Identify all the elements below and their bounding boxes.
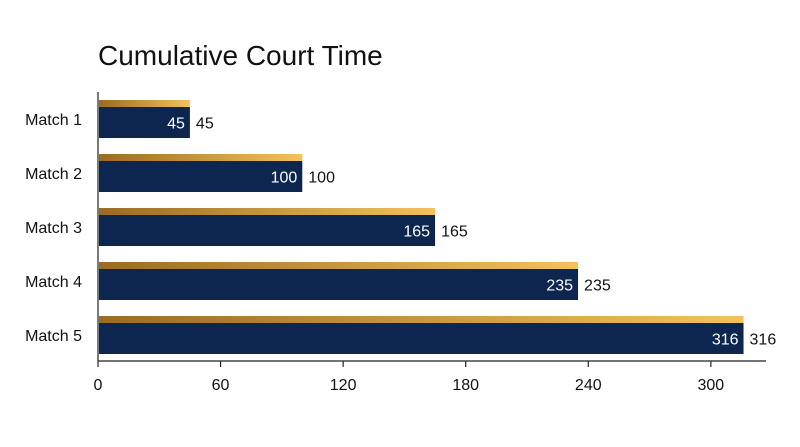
bar-accent-stripe — [99, 316, 744, 323]
chart-title: Cumulative Court Time — [98, 40, 383, 71]
x-tick-label: 0 — [94, 377, 103, 394]
bar-value-label-inside: 45 — [167, 116, 185, 133]
x-tick-label: 300 — [697, 377, 724, 394]
bar-value-label-inside: 165 — [403, 224, 430, 241]
bar-value-label-inside: 235 — [546, 278, 573, 295]
x-tick-label: 240 — [575, 377, 602, 394]
bar — [99, 323, 744, 354]
bar-value-label: 45 — [196, 116, 214, 133]
bar — [99, 161, 303, 192]
category-label: Match 5 — [25, 328, 82, 345]
bar-accent-stripe — [99, 262, 579, 269]
bar-accent-stripe — [99, 208, 436, 215]
category-label: Match 1 — [25, 112, 82, 129]
x-tick-label: 60 — [212, 377, 230, 394]
bar — [99, 215, 436, 246]
bar-accent-stripe — [99, 100, 190, 107]
x-tick-label: 180 — [452, 377, 479, 394]
category-label: Match 3 — [25, 220, 82, 237]
bar-accent-stripe — [99, 154, 303, 161]
bar-value-label-inside: 100 — [271, 170, 298, 187]
category-label: Match 2 — [25, 166, 82, 183]
axes-layer: Match 1 Match 2 Match 3 Match 4 Match 5 0 60 12… — [25, 92, 766, 394]
bar — [99, 107, 190, 138]
bar-value-label: 165 — [441, 224, 468, 241]
bar-value-label: 100 — [308, 170, 335, 187]
bar-value-label-inside: 316 — [712, 332, 739, 349]
bars-layer: 45 45 100 100 165 165 235 235 316 316 — [99, 100, 776, 354]
bar — [99, 269, 579, 300]
bar-value-label: 235 — [584, 278, 611, 295]
bar-value-label: 316 — [750, 332, 777, 349]
category-label: Match 4 — [25, 274, 82, 291]
x-tick-label: 120 — [330, 377, 357, 394]
